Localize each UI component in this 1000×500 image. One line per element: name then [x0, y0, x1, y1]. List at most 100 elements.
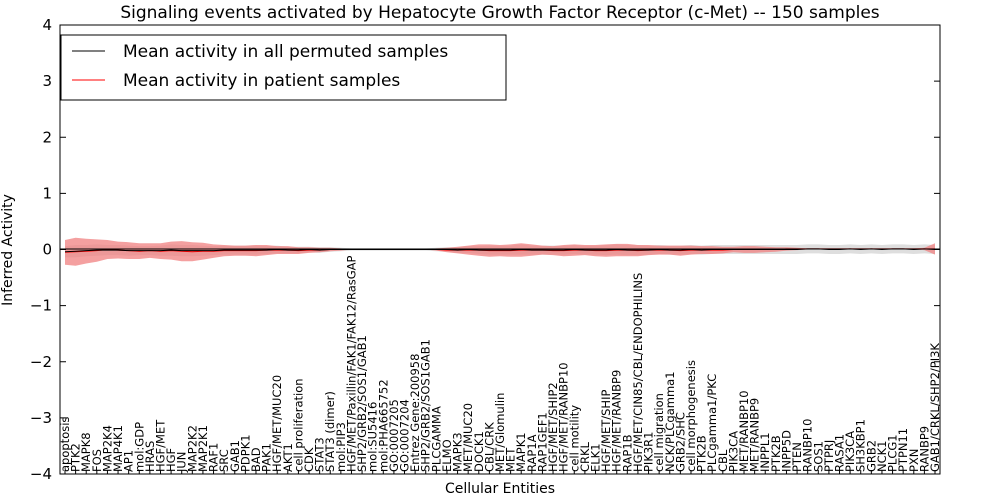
x-tick-label: GRB2/SHC [673, 412, 687, 472]
x-tick-label: cell motility [567, 405, 581, 472]
x-tick-label: CRKL [578, 441, 592, 472]
patient-band [65, 237, 935, 266]
x-tick-label: HGF/MET/RANBP9 [610, 370, 624, 472]
x-tick-label: SHP2/GRB2/SOS1GAB1 [419, 339, 433, 472]
x-tick-label: RAP1A [525, 434, 539, 472]
x-tick-label: GO:0007204 [398, 399, 412, 472]
x-tick-label: FOS [90, 449, 104, 472]
x-tick-label: MET/Glomulin [493, 393, 507, 472]
x-tick-label: HGF [164, 448, 178, 472]
x-tick-label: GO:0007205 [387, 399, 401, 472]
x-tick-label: PTK2B [695, 435, 709, 472]
x-tick-label: ELMO [440, 439, 454, 472]
x-tick-label: DOCK1 [472, 431, 486, 472]
y-tick-label: 2 [42, 128, 52, 146]
x-tick-label: SRC [217, 449, 231, 472]
x-tick-label: MAP2K1 [196, 425, 210, 472]
x-tick-label: STAT3 (dimer) [323, 391, 337, 472]
x-tick-label: MAP4K1 [111, 425, 125, 472]
x-tick-label: MAP2K2 [185, 425, 199, 472]
x-tick-label: NCK1 [875, 441, 889, 473]
x-tick-label: INPP5D [779, 430, 793, 472]
y-axis-label: Inferred Activity [0, 194, 16, 306]
x-axis-label: Cellular Entities [445, 481, 555, 497]
x-tick-label: RANBP9 [917, 426, 931, 472]
x-tick-label: CBL [716, 449, 730, 472]
x-tick-label: PLCG1 [886, 434, 900, 472]
x-tick-label: MAPK8 [79, 432, 93, 472]
x-tick-label: MAPK3 [451, 432, 465, 472]
x-tick-label: MAP2K4 [100, 425, 114, 472]
x-tick-label: PTPN11 [896, 428, 910, 472]
x-tick-label: HGF/MET/SHIP2 [546, 382, 560, 472]
x-tick-label: MET/MUC20 [461, 403, 475, 472]
x-tick-label: RASA1 [833, 434, 847, 472]
y-tick-label: 4 [42, 16, 52, 34]
x-tick-label: PIK3CA [726, 431, 740, 472]
x-tick-label: HGF/MET/MUC20 [270, 375, 284, 472]
x-tick-label: cell migration [652, 393, 666, 472]
x-tick-label: INPPL1 [758, 432, 772, 472]
x-tick-label: AKT1 [281, 443, 295, 472]
x-tick-label: HGF/MET/Paxillin/FAK1/FAK12/RasGAP [344, 255, 358, 472]
x-tick-label: apoptosis [58, 417, 72, 472]
chart-title: Signaling events activated by Hepatocyte… [120, 3, 879, 23]
x-tick-label: HGF/MET [153, 419, 167, 472]
x-tick-label: SHP2/GRB2/SOS1/GAB1 [355, 335, 369, 472]
x-tick-label: MET [504, 447, 518, 472]
y-tick-label: −1 [30, 297, 52, 315]
x-tick-label: RAP1GEF1 [535, 412, 549, 472]
y-tick-label: −3 [30, 409, 52, 427]
x-tick-label: HGF/MET/RANBP10 [557, 362, 571, 472]
x-tick-label: PTPRJ [822, 440, 836, 472]
x-tick-label: GAB1 [228, 440, 242, 472]
x-tick-label: PTK2B [769, 435, 783, 472]
x-tick-label: BAD [249, 447, 263, 472]
legend-label-permuted: Mean activity in all permuted samples [123, 42, 448, 62]
x-tick-label: PDPK1 [238, 434, 252, 472]
x-tick-label: PAK1 [260, 443, 274, 472]
y-tick-label: −2 [30, 353, 52, 371]
x-tick-label: MET/RANBP9 [748, 398, 762, 472]
y-tick-label: 3 [42, 72, 52, 90]
x-tick-label: Entrez Gene:200958 [408, 354, 422, 472]
y-tick-label: 1 [42, 184, 52, 202]
x-tick-label: JUN [175, 452, 189, 473]
x-tick-label: PXN [907, 449, 921, 472]
x-tick-label: PIK3R1 [642, 432, 656, 473]
x-tick-label: GRB2 [864, 440, 878, 472]
x-tick-label: mol:PHA665752 [376, 379, 390, 472]
x-tick-label: CBL/CRK [482, 422, 496, 472]
y-tick-label: 0 [42, 241, 52, 259]
x-tick-label: PIK3CA [843, 431, 857, 472]
x-tick-label: MAPK1 [514, 432, 528, 472]
x-tick-label: HRAS [143, 441, 157, 472]
x-tick-label: CDK [302, 447, 316, 472]
x-tick-label: STAT3 [313, 437, 327, 472]
x-tick-label: mol:SU5416 [366, 402, 380, 472]
x-tick-label: GAB1/CRKL/SHP2/PI3K [928, 343, 942, 472]
x-tick-label: cell morphogenesis [684, 360, 698, 472]
x-tick-label: mol:GDP [132, 422, 146, 472]
x-tick-label: PLCGAMMA [429, 406, 443, 472]
x-tick-label: cell proliferation [291, 378, 305, 472]
x-tick-label: HGF/MET/SHIP [599, 390, 613, 472]
x-tick-label: HGF/MET/CIN85/CBL/ENDOPHILINS [631, 273, 645, 472]
x-tick-label: PTEN [790, 442, 804, 472]
legend: Mean activity in all permuted samples Me… [60, 34, 507, 101]
legend-box [60, 34, 507, 101]
x-tick-label: AP1 [122, 450, 136, 472]
x-tick-label: ELK1 [588, 443, 602, 472]
x-tick-label: SOS1 [811, 441, 825, 472]
y-tick-label: −4 [30, 465, 52, 483]
x-tick-label: NCK/PLCgamma1 [663, 371, 677, 472]
x-tick-label: MET/RANBP10 [737, 390, 751, 472]
x-tick-label: mol:PIP3 [334, 422, 348, 472]
x-tick-label: SH3KBP1 [854, 419, 868, 472]
x-tick-label: RAP1B [620, 434, 634, 472]
x-tick-label: RANBP10 [801, 419, 815, 472]
legend-label-patient: Mean activity in patient samples [123, 71, 400, 91]
x-tick-label: PLCgamma1/PKC [705, 374, 719, 472]
